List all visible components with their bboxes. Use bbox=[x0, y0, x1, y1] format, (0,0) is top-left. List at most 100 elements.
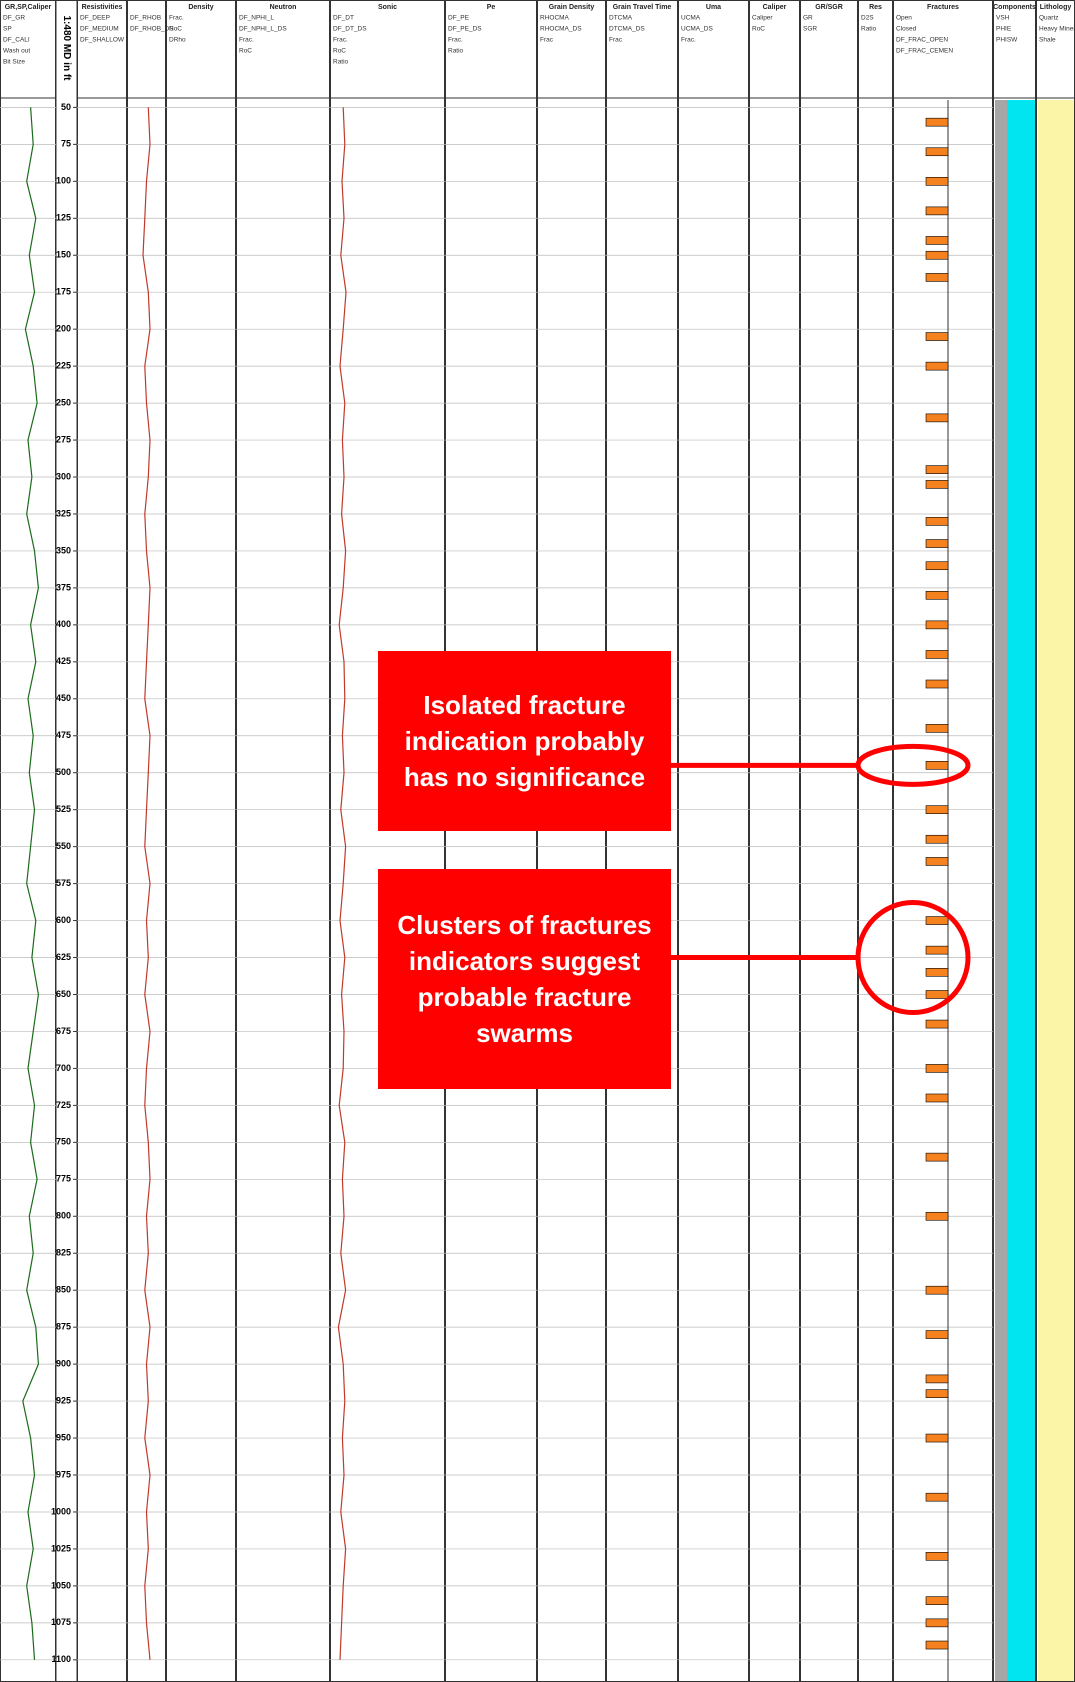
track-title: GR,SP,Caliper bbox=[5, 4, 52, 11]
depth-tick-label: 375 bbox=[56, 582, 71, 592]
open-fracture bbox=[925, 945, 949, 955]
open-fracture bbox=[925, 650, 949, 659]
shale-fill bbox=[995, 100, 1007, 1682]
depth-tick-label: 325 bbox=[56, 508, 71, 518]
track-frame bbox=[800, 0, 858, 1682]
track-label: Frac. bbox=[448, 37, 463, 44]
depth-tick-label: 550 bbox=[56, 841, 71, 851]
depth-tick-label: 1025 bbox=[51, 1543, 71, 1553]
open-fracture bbox=[925, 1330, 949, 1339]
track-title: Pe bbox=[487, 4, 496, 11]
depth-tick-label: 650 bbox=[56, 989, 71, 999]
track-label: RHOCMA bbox=[540, 15, 570, 22]
open-fracture bbox=[925, 177, 949, 186]
open-fracture bbox=[925, 561, 949, 571]
open-fracture bbox=[925, 147, 949, 157]
log-curve bbox=[142, 107, 151, 1660]
track-frame bbox=[445, 0, 537, 1682]
track-label: DF_DT bbox=[333, 15, 354, 22]
track-label: Quartz bbox=[1039, 15, 1059, 22]
depth-tick-label: 50 bbox=[61, 102, 71, 112]
open-fracture bbox=[925, 679, 949, 689]
depth-tick-label: 1050 bbox=[51, 1580, 71, 1590]
depth-tick-label: 150 bbox=[56, 250, 71, 260]
track-frame bbox=[330, 0, 445, 1682]
depth-tick-label: 750 bbox=[56, 1137, 71, 1147]
track-title: Uma bbox=[706, 4, 721, 11]
open-fracture bbox=[925, 1093, 949, 1103]
depth-tick-label: 575 bbox=[56, 878, 71, 888]
open-fracture bbox=[925, 250, 949, 260]
depth-tick-label: 700 bbox=[56, 1063, 71, 1073]
track-label: Bit Size bbox=[3, 59, 25, 66]
track-label: RoC bbox=[752, 26, 765, 33]
open-fracture bbox=[925, 1285, 949, 1295]
depth-tick-label: 400 bbox=[56, 619, 71, 629]
track-label: Closed bbox=[896, 26, 917, 33]
depth-tick-label: 925 bbox=[56, 1395, 71, 1405]
depth-tick-label: 350 bbox=[56, 545, 71, 555]
track-label: DF_FRAC_OPEN bbox=[896, 37, 948, 44]
track-title: Resistivities bbox=[82, 4, 123, 11]
track-label: PHISW bbox=[996, 37, 1018, 44]
depth-tick-label: 425 bbox=[56, 656, 71, 666]
log-curve bbox=[337, 107, 347, 1660]
open-fracture bbox=[925, 1211, 949, 1221]
depth-tick-label: 600 bbox=[56, 915, 71, 925]
track-frame bbox=[0, 0, 56, 1682]
track-label: RHOCMA_DS bbox=[540, 26, 582, 33]
track-label: GR bbox=[803, 15, 813, 22]
track-label: RoC bbox=[333, 48, 346, 55]
lithology-fill bbox=[1038, 100, 1075, 1682]
depth-tick-label: 475 bbox=[56, 730, 71, 740]
depth-tick-label: 800 bbox=[56, 1211, 71, 1221]
open-fracture bbox=[925, 1596, 949, 1605]
track-label: DF_RHOB_DS bbox=[130, 26, 174, 33]
track-frame bbox=[749, 0, 800, 1682]
track-title: Lithology bbox=[1040, 4, 1072, 11]
open-fracture bbox=[925, 916, 949, 925]
open-fracture bbox=[925, 805, 949, 814]
track-title: Density bbox=[188, 4, 213, 11]
open-fracture bbox=[925, 413, 949, 423]
track-frame bbox=[858, 0, 893, 1682]
track-title: Grain Travel Time bbox=[613, 4, 672, 11]
depth-tick-label: 125 bbox=[56, 213, 71, 223]
track-label: Frac. bbox=[681, 37, 696, 44]
track-label: DF_CALI bbox=[3, 37, 30, 44]
callout-box: Isolated fracture indication probably ha… bbox=[378, 651, 671, 831]
track-title: GR/SGR bbox=[815, 4, 843, 11]
track-title: Caliper bbox=[763, 4, 787, 11]
track-label: Ratio bbox=[448, 48, 464, 55]
track-title: Res bbox=[869, 4, 882, 11]
depth-tick-label: 450 bbox=[56, 693, 71, 703]
depth-tick-label: 175 bbox=[56, 287, 71, 297]
track-label: Heavy Minerals bbox=[1039, 26, 1075, 33]
track-label: Ratio bbox=[333, 59, 349, 66]
track-label: RoC bbox=[239, 48, 252, 55]
track-title: Neutron bbox=[270, 4, 297, 11]
open-fracture bbox=[925, 1552, 949, 1561]
track-label: UCMA bbox=[681, 15, 701, 22]
track-label: DF_PE bbox=[448, 15, 470, 22]
depth-tick-label: 825 bbox=[56, 1248, 71, 1258]
track-title: Fractures bbox=[927, 4, 959, 11]
track-label: DF_FRAC_CEMEN bbox=[896, 48, 953, 55]
open-fracture bbox=[925, 1374, 949, 1384]
open-fracture bbox=[925, 1152, 949, 1162]
open-fracture bbox=[925, 465, 949, 474]
track-label: Shale bbox=[1039, 37, 1056, 44]
track-label: UCMA_DS bbox=[681, 26, 713, 33]
depth-tick-label: 950 bbox=[56, 1432, 71, 1442]
track-frame bbox=[537, 0, 606, 1682]
callout-box: Clusters of fractures indicators suggest… bbox=[378, 869, 671, 1089]
open-fracture bbox=[925, 968, 949, 977]
track-label: DRho bbox=[169, 37, 186, 44]
depth-tick-label: 900 bbox=[56, 1358, 71, 1368]
open-fracture bbox=[925, 517, 949, 526]
track-frame bbox=[127, 0, 166, 1682]
track-label: PHIE bbox=[996, 26, 1012, 33]
depth-tick-label: 250 bbox=[56, 397, 71, 407]
open-fracture bbox=[925, 590, 949, 600]
